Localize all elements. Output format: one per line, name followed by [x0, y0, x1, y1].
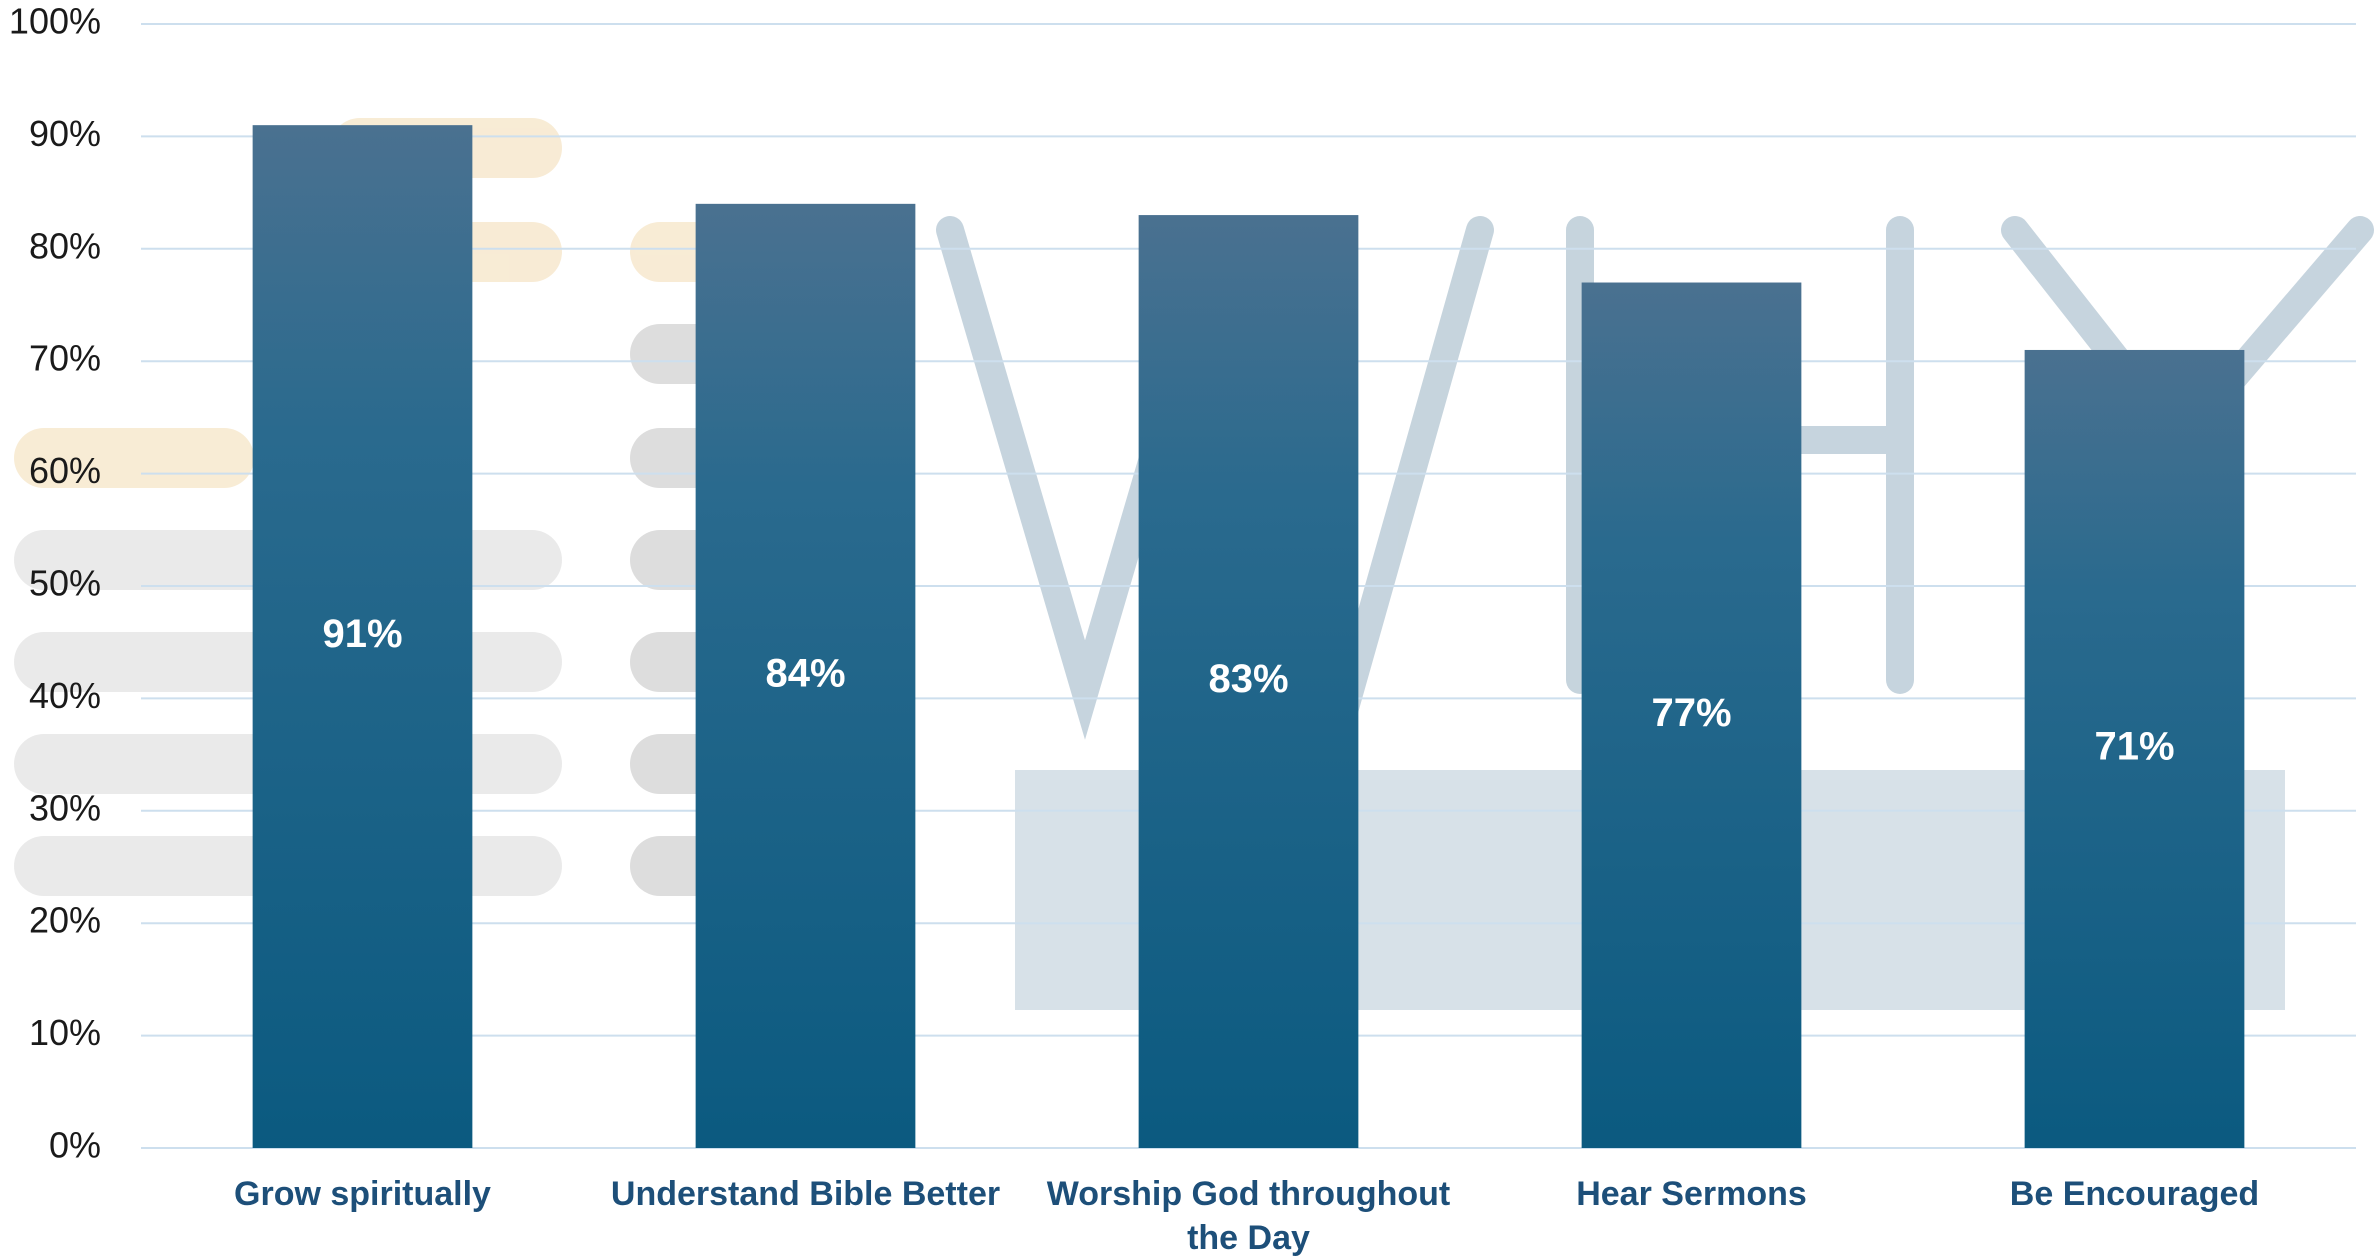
value-label: 91%: [322, 612, 402, 656]
x-tick-label: Hear Sermons: [1472, 1172, 1912, 1216]
chart: 0% 10% 20% 30% 40% 50% 60% 70% 80% 90% 100% 91% 84% 8…: [0, 0, 2374, 1259]
y-tick-label: 40%: [29, 675, 101, 716]
y-tick-label: 0%: [49, 1125, 101, 1166]
x-tick-label: Worship God throughout the Day: [1029, 1172, 1469, 1260]
y-tick-label: 30%: [29, 787, 101, 828]
y-tick-label: 100%: [9, 1, 101, 42]
x-tick-label: Understand Bible Better: [586, 1172, 1026, 1216]
chart-svg: 0% 10% 20% 30% 40% 50% 60% 70% 80% 90% 100% 91% 84% 8…: [0, 0, 2374, 1259]
y-tick-label: 50%: [29, 563, 101, 604]
y-tick-label: 20%: [29, 900, 101, 941]
y-tick-label: 80%: [29, 225, 101, 266]
y-tick-label: 10%: [29, 1012, 101, 1053]
value-label: 77%: [1651, 691, 1731, 735]
value-label: 71%: [2094, 725, 2174, 769]
y-tick-label: 60%: [29, 450, 101, 491]
value-label: 83%: [1208, 657, 1288, 701]
y-tick-label: 90%: [29, 113, 101, 154]
x-tick-label: Be Encouraged: [1915, 1172, 2355, 1216]
x-tick-label: Grow spiritually: [143, 1172, 583, 1216]
value-label: 84%: [765, 651, 845, 695]
y-tick-label: 70%: [29, 338, 101, 379]
